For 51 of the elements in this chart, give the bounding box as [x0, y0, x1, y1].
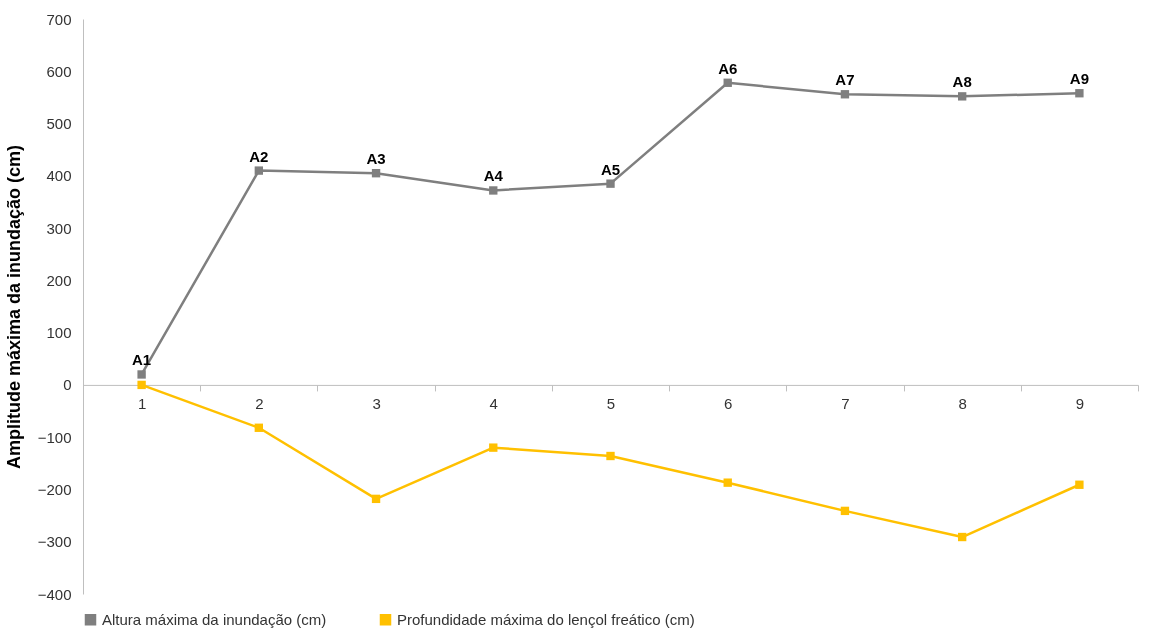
x-tick-label: 5 — [606, 395, 616, 413]
point — [371, 494, 381, 504]
x-tick-label: 4 — [489, 395, 498, 413]
point — [1075, 89, 1084, 98]
y-tick-label: −400 — [37, 585, 72, 603]
annotation: A1 — [132, 351, 152, 369]
x-tick-label: 2 — [255, 395, 264, 413]
point — [840, 90, 850, 99]
point — [840, 506, 850, 516]
annotation: A3 — [366, 150, 386, 168]
y-tick-label: 500 — [46, 115, 72, 133]
annotation: A6 — [718, 59, 738, 77]
x-tick-label: 1 — [137, 395, 147, 413]
x-tick-label: 3 — [372, 395, 381, 413]
point — [957, 532, 967, 542]
annotation: A5 — [600, 160, 621, 178]
legend-label: Altura máxima da inundação (cm) — [102, 610, 327, 628]
y-tick-label: 0 — [63, 376, 72, 394]
point — [957, 92, 967, 101]
point — [723, 78, 732, 87]
x-tick-label: 8 — [958, 395, 967, 413]
point — [371, 169, 381, 178]
legend-label: Profundidade máxima do lençol freático (cm) — [397, 610, 695, 628]
y-tick-label: −300 — [37, 533, 72, 551]
x-tick-label: 9 — [1075, 395, 1085, 413]
y-tick-label: 600 — [46, 62, 72, 80]
point — [606, 451, 615, 461]
point — [137, 380, 146, 390]
point — [137, 370, 146, 379]
annotation: A4 — [483, 167, 504, 185]
annotation: A9 — [1069, 70, 1089, 88]
annotation: A7 — [835, 71, 855, 89]
y-tick-label: 700 — [46, 10, 72, 28]
y-tick-label: 400 — [46, 167, 72, 185]
annotation: A8 — [952, 73, 972, 91]
point — [606, 179, 615, 188]
annotation: A2 — [249, 147, 269, 165]
y-tick-label: 300 — [46, 219, 72, 237]
y-tick-label: −100 — [37, 428, 72, 446]
y-axis-title: Amplitude máxima da inundação (cm) — [3, 144, 24, 470]
point — [254, 423, 264, 432]
point — [489, 443, 498, 452]
y-tick-label: 100 — [46, 324, 72, 342]
x-tick-label: 7 — [841, 395, 850, 413]
point — [254, 166, 264, 175]
point — [489, 186, 498, 195]
point — [1075, 480, 1084, 489]
point — [723, 478, 732, 487]
y-tick-label: 200 — [46, 271, 72, 289]
y-tick-label: −200 — [37, 480, 72, 498]
x-tick-label: 6 — [724, 395, 733, 413]
